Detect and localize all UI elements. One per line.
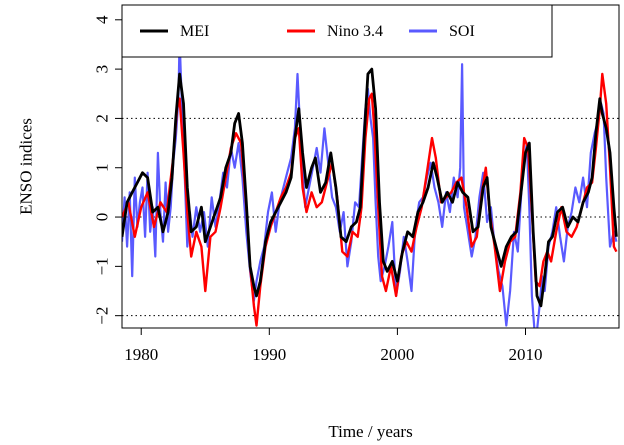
legend-label: Nino 3.4 (327, 23, 383, 40)
x-tick-label: 2000 (380, 345, 414, 364)
x-tick-label: 1980 (124, 345, 158, 364)
y-tick-label: −1 (93, 257, 112, 275)
x-tick-label: 2010 (508, 345, 542, 364)
series-line-mei (122, 67, 618, 308)
y-tick-label: 4 (93, 15, 112, 24)
y-tick-label: 0 (93, 213, 112, 222)
legend-label: MEI (180, 23, 209, 40)
y-tick-label: 1 (93, 163, 112, 172)
y-axis: −2 −1 0 1 2 3 4 (93, 15, 123, 325)
series-layer (122, 38, 618, 328)
legend-box (121, 4, 553, 58)
legend-label: SOI (449, 23, 475, 40)
x-axis: 1980 1990 2000 2010 (124, 327, 542, 364)
y-tick-label: 3 (93, 65, 112, 74)
series-line-nino-3-4 (122, 72, 618, 327)
x-tick-label: 1990 (252, 345, 286, 364)
x-axis-label: Time / years (328, 422, 412, 441)
y-axis-label: ENSO indices (17, 118, 36, 215)
y-tick-label: −2 (93, 307, 112, 325)
legend: MEI Nino 3.4 SOI (121, 4, 553, 58)
y-tick-label: 2 (93, 114, 112, 123)
